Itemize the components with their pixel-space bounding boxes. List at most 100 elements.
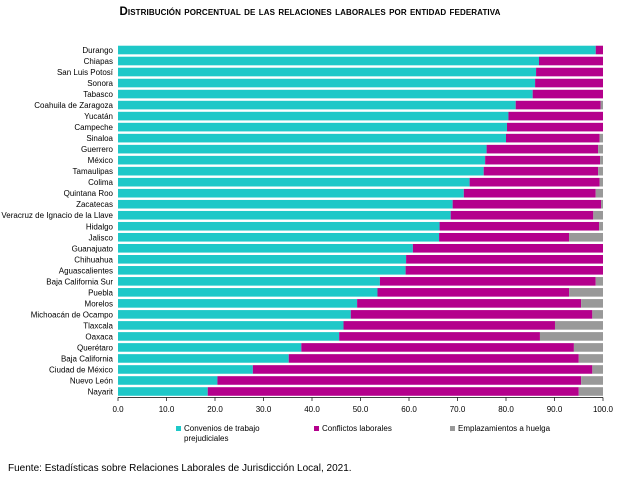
category-label: Campeche — [74, 123, 113, 132]
bar-segment — [118, 199, 453, 209]
bar-segment — [288, 354, 579, 363]
bar-segment — [252, 365, 593, 374]
bar-segment — [506, 122, 603, 132]
bar-segment — [595, 277, 603, 286]
bar-segment — [452, 199, 602, 209]
chart-title: Distribución porcentual de las relacione… — [0, 6, 620, 18]
x-tick-label: 40.0 — [304, 405, 320, 414]
bar-segment — [599, 177, 603, 187]
bar-segment — [339, 332, 540, 341]
source-note: Fuente: Estadísticas sobre Relaciones La… — [8, 463, 352, 474]
chart-title-text: Distribución porcentual de las relacione… — [119, 6, 501, 18]
bar-segment — [463, 188, 596, 198]
x-tick-label: 70.0 — [450, 405, 466, 414]
bar-segment — [118, 354, 289, 363]
category-label: Jalisco — [89, 233, 114, 242]
bar-segment — [118, 310, 351, 319]
bar-segment — [217, 376, 582, 385]
bar-segment — [118, 365, 253, 374]
category-label: Baja California — [61, 354, 114, 363]
bar-segment — [595, 188, 603, 198]
bar-segment — [578, 354, 603, 363]
bar-segment — [508, 111, 603, 121]
category-label: Sonora — [87, 79, 113, 88]
bar-segment — [538, 56, 603, 66]
bar-segment — [539, 332, 603, 341]
bar-segment — [515, 100, 601, 110]
legend-swatch-convenios — [176, 426, 181, 431]
legend-swatch-emplazamientos — [450, 426, 455, 431]
x-tick-label: 10.0 — [159, 405, 175, 414]
bar-segment — [118, 266, 406, 275]
bar-segment — [483, 166, 599, 176]
bar-segment — [412, 243, 603, 253]
legend-label-convenios: Convenios de trabajo prejudiciales — [184, 424, 260, 443]
category-label: Nayarit — [88, 387, 114, 396]
category-label: San Luis Potosí — [57, 68, 114, 77]
category-label: Guanajuato — [72, 244, 114, 253]
bar-segment — [118, 221, 440, 231]
bar-segment — [377, 288, 570, 297]
bar-segment — [569, 288, 603, 297]
category-label: Veracruz de Ignacio de la Llave — [1, 211, 113, 220]
category-label: Tlaxcala — [83, 321, 113, 330]
bar-segment — [506, 133, 600, 143]
category-label: Michoacán de Ocampo — [31, 310, 114, 319]
category-label: Chiapas — [84, 57, 113, 66]
bar-segment — [118, 188, 464, 198]
legend-swatch-conflictos — [314, 426, 319, 431]
bar-segment — [118, 321, 344, 330]
bar-segment — [357, 299, 582, 308]
bar-segment — [600, 100, 603, 110]
category-label: Baja California Sur — [46, 277, 113, 286]
bar-segment — [535, 78, 603, 88]
bar-segment — [350, 310, 593, 319]
bar-segment — [569, 232, 603, 242]
bar-segment — [118, 177, 470, 187]
bar-segment — [439, 232, 570, 242]
bar-segment — [600, 155, 603, 165]
bar-segment — [532, 89, 603, 99]
category-label: Chihuahua — [74, 255, 113, 264]
bar-segment — [118, 78, 536, 88]
category-label: Tabasco — [83, 90, 113, 99]
category-label: Querétaro — [77, 343, 114, 352]
bar-segment — [406, 255, 603, 264]
category-label: Quintana Roo — [64, 189, 114, 198]
bar-segment — [301, 343, 574, 352]
bar-segment — [118, 111, 509, 121]
bar-segment — [118, 332, 340, 341]
bar-segment — [450, 210, 594, 220]
bar-segment — [118, 299, 358, 308]
bar-segment — [405, 266, 603, 275]
bar-segment — [439, 221, 600, 231]
category-label: Hidalgo — [86, 222, 114, 231]
category-label: Guerrero — [81, 145, 114, 154]
category-label: Ciudad de México — [49, 365, 114, 374]
bar-segment — [118, 133, 506, 143]
bar-segment — [379, 277, 596, 286]
bar-segment — [485, 155, 601, 165]
bar-segment — [469, 177, 600, 187]
category-label: Aguascalientes — [59, 266, 113, 275]
bar-segment — [598, 144, 603, 154]
bar-segment — [573, 343, 603, 352]
bar-segment — [118, 387, 208, 396]
category-label: Morelos — [85, 299, 113, 308]
category-label: Nuevo León — [70, 376, 113, 385]
bar-segment — [598, 166, 603, 176]
bar-segment — [592, 310, 603, 319]
bar-chart: Durango Chiapas San Luis Potosí Sonora Tabas… — [1, 45, 614, 414]
bar-segment — [599, 221, 603, 231]
bar-segment — [581, 376, 603, 385]
bar-segment — [118, 155, 486, 165]
legend-label-conflictos: Conflictos laborales — [322, 424, 392, 433]
bar-segment — [599, 133, 603, 143]
bar-segment — [554, 321, 603, 330]
bar-segment — [536, 67, 603, 77]
bar-segment — [118, 45, 596, 55]
x-tick-label: 30.0 — [256, 405, 272, 414]
bar-segment — [343, 321, 555, 330]
bar-segment — [592, 365, 603, 374]
bar-segment — [118, 210, 451, 220]
